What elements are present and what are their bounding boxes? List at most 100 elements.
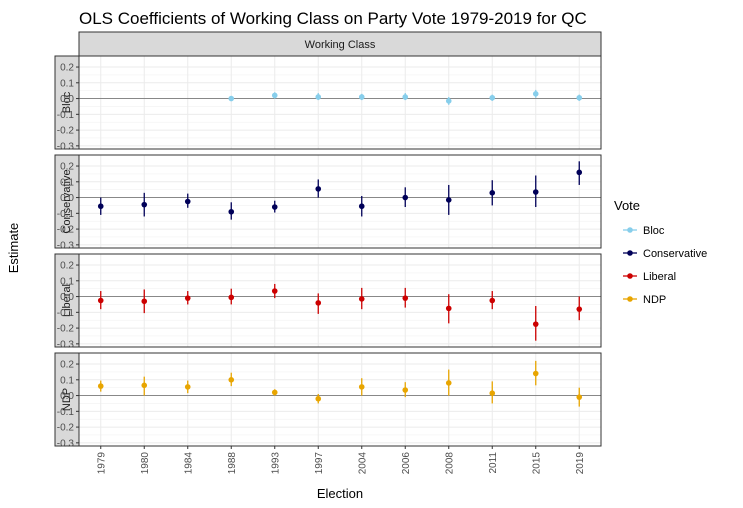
y-tick-label: -0.1 [57,209,75,220]
data-point [315,395,322,402]
y-tick-label: 0.2 [60,261,74,272]
panel-liberal: Liberal 0.2 0.1 0.0 -0.1 -0.2 -0.3 [54,253,602,350]
data-point [358,384,365,390]
y-tick-label: 0.0 [60,94,74,105]
legend-title: Vote [614,198,640,213]
data-point [271,288,278,294]
data-point [184,198,191,205]
legend-key-point [627,296,633,302]
data-point [228,208,235,215]
data-point [402,295,409,301]
y-tick-label: 0.1 [60,78,74,89]
data-point [141,382,148,389]
facet-row-label: NDP [61,388,73,411]
data-point [445,98,452,104]
y-tick-label: 0.1 [60,276,74,287]
data-point [97,297,104,304]
data-point [402,387,409,393]
panel-background [79,56,601,149]
data-point [97,203,104,210]
x-tick-label: 1993 [270,452,281,475]
chart-title: OLS Coefficients of Working Class on Par… [79,9,587,28]
y-tick-label: 0.1 [60,177,74,188]
data-point [315,300,322,306]
data-point [271,389,278,396]
y-tick-label: 0.0 [60,391,74,402]
data-point [532,321,539,327]
data-point [445,305,452,312]
data-point [271,92,278,99]
data-point [141,201,148,208]
y-tick-label: -0.1 [57,407,75,418]
data-point [184,295,191,301]
x-tick-label: 1980 [140,452,151,475]
legend-key-point [627,250,633,256]
data-point [489,190,496,196]
data-point [489,297,496,304]
panel-ndp: NDP 0.2 0.1 0.0 -0.1 -0.2 -0.3 [54,352,602,449]
panel-border [78,154,602,249]
data-point [315,186,322,192]
y-tick-label: -0.2 [57,423,75,434]
legend-label: Liberal [643,271,676,283]
data-point [402,94,409,100]
data-point [315,94,322,100]
data-point [576,169,583,176]
y-tick-label: -0.3 [57,240,75,251]
data-point [576,94,583,101]
legend-key-point [627,227,633,233]
data-point [576,306,583,312]
x-tick-label: 2019 [575,452,586,475]
data-point [184,384,191,390]
facet-row-strip [54,352,80,447]
x-tick-label: 1984 [183,452,194,475]
data-point [532,370,539,377]
data-point [228,95,235,102]
y-tick-label: -0.2 [57,324,75,335]
legend-item-conservative: Conservative [623,248,707,260]
data-point [358,203,365,210]
panel-border [78,253,602,348]
data-point [228,376,235,383]
x-tick-label: 2015 [531,452,542,475]
facet-panels: Bloc0.20.10.0-0.1-0.2-0.3Conservative0.2… [54,55,602,449]
legend-item-ndp: NDP [623,294,666,306]
data-point [358,94,365,100]
y-axis-title: Estimate [6,223,21,274]
data-point [228,294,235,301]
legend-label: NDP [643,294,666,306]
data-point [576,394,583,400]
legend-key-point [627,273,633,279]
y-tick-label: -0.1 [57,110,75,121]
y-tick-label: -0.1 [57,308,75,319]
legend: Vote Bloc Conservative Liberal NDP [614,198,707,306]
x-tick-label: 2011 [488,452,499,474]
x-tick-label: 1997 [314,452,325,475]
legend-item-liberal: Liberal [623,271,676,283]
facet-row-strip [54,55,80,150]
facet-row-strip [54,154,80,249]
y-tick-label: 0.0 [60,292,74,303]
data-point [532,189,539,195]
panel-border [78,352,602,447]
facet-column-label: Working Class [305,39,376,51]
y-tick-label: -0.2 [57,126,75,137]
y-tick-label: 0.1 [60,375,74,386]
y-tick-label: 0.2 [60,360,74,371]
facet-row-label: Conservative [61,169,73,233]
x-tick-label: 2008 [444,452,455,475]
data-point [445,380,452,386]
x-axis-title: Election [317,486,363,501]
panel-background [79,155,601,248]
y-tick-label: -0.2 [57,225,75,236]
y-tick-label: -0.3 [57,141,75,152]
data-point [445,197,452,203]
x-tick-label: 1979 [96,452,107,475]
data-point [141,298,148,305]
facet-row-label: Liberal [61,284,73,317]
y-tick-label: 0.2 [60,63,74,74]
panel-background [79,353,601,446]
data-point [402,194,409,201]
y-tick-label: -0.3 [57,339,75,350]
